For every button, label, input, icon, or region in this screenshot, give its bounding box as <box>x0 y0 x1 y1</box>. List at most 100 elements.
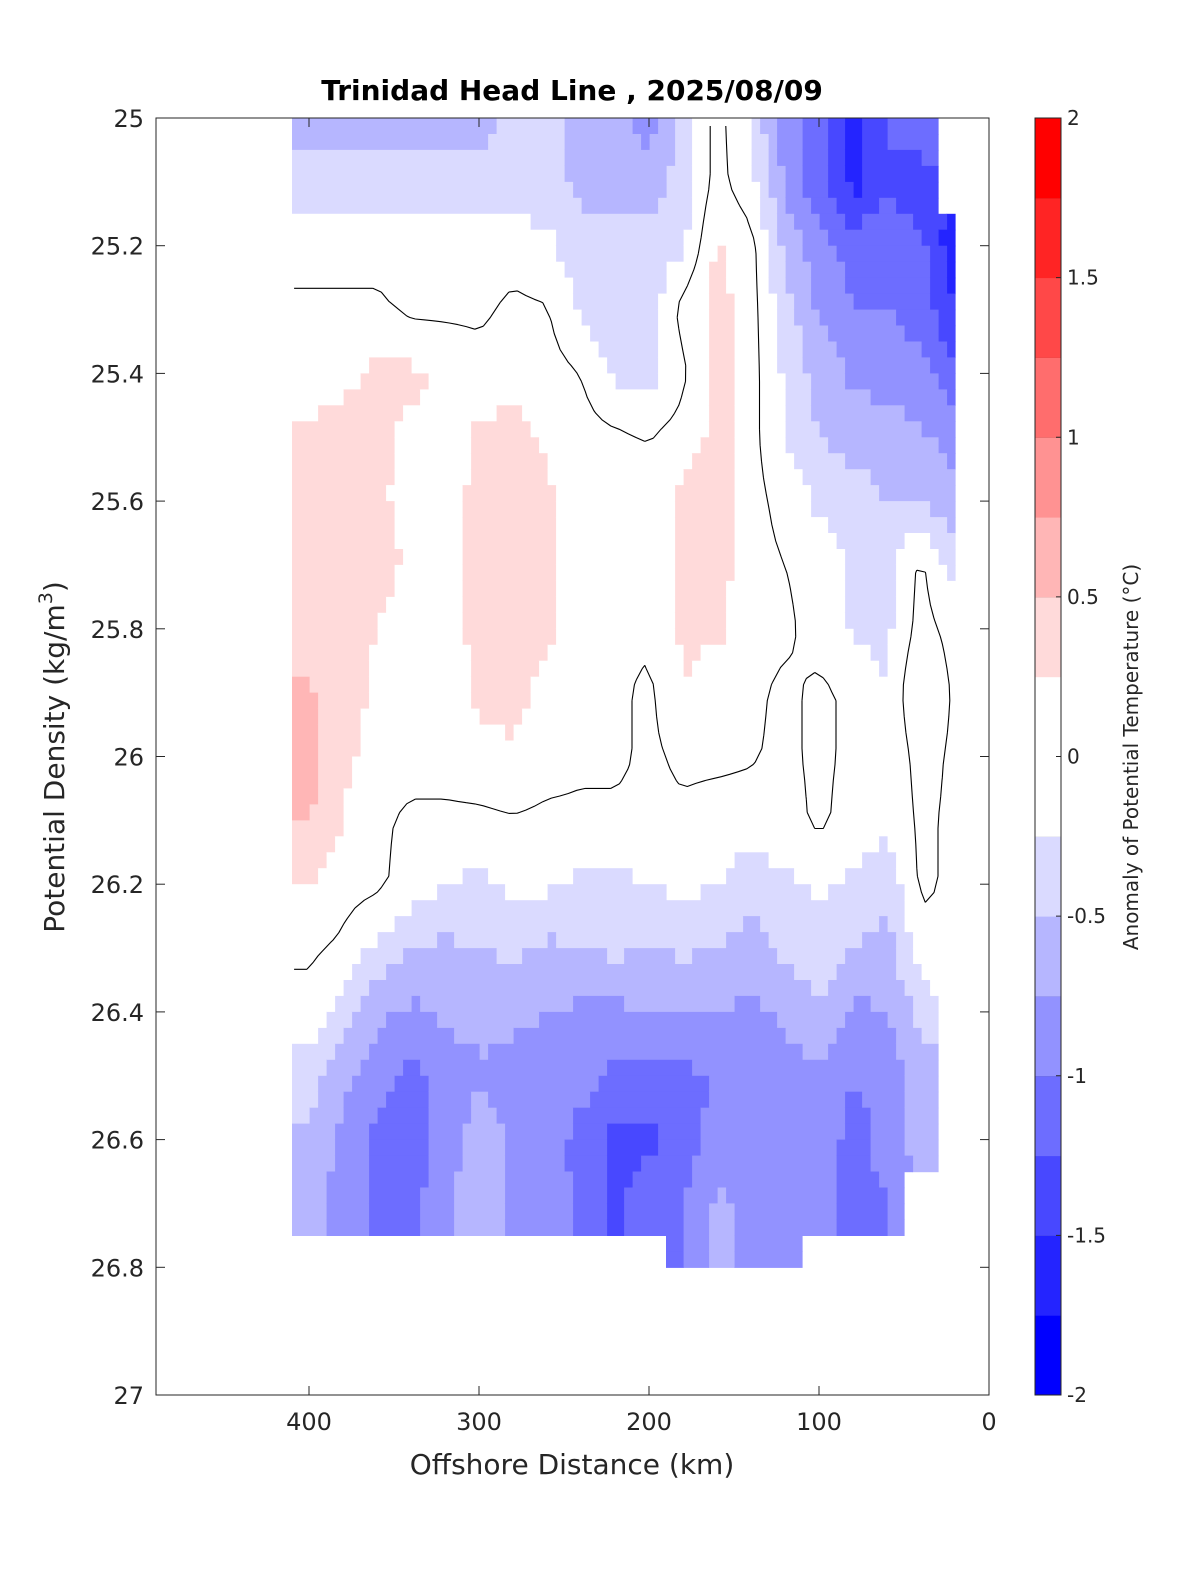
contour-cell <box>708 309 735 327</box>
contour-cell <box>470 692 531 710</box>
contour-cell <box>921 964 956 981</box>
contour-cell <box>691 1155 837 1173</box>
contour-cell <box>292 580 395 598</box>
chart-title: Trinidad Head Line , 2025/08/09 <box>321 74 823 107</box>
contour-cell <box>606 1203 625 1220</box>
contour-cell <box>419 389 591 406</box>
contour-cell <box>496 405 523 422</box>
contour-cell <box>836 1203 888 1220</box>
contour-cell <box>870 995 914 1013</box>
contour-cell <box>640 1155 693 1173</box>
contour-cell <box>343 980 370 997</box>
contour-cell <box>734 533 778 550</box>
contour-cell <box>555 325 591 343</box>
contour-cell <box>428 373 582 390</box>
contour-cell <box>785 165 803 183</box>
contour-cell <box>292 325 557 343</box>
contour-cell <box>530 676 633 694</box>
y-tick-label: 27 <box>113 1382 144 1410</box>
contour-cell <box>462 868 489 885</box>
contour-cell <box>343 1091 387 1109</box>
contour-cell <box>343 389 421 406</box>
contour-cell <box>708 118 727 135</box>
contour-cell <box>751 756 803 774</box>
y-tick-label: 25.8 <box>91 616 144 644</box>
contour-cell <box>411 995 421 1013</box>
contour-cell <box>912 995 939 1013</box>
contour-cell <box>683 389 710 406</box>
contour-cell <box>938 309 956 327</box>
contour-cell <box>895 309 939 327</box>
contour-cell <box>768 229 778 247</box>
contour-cell <box>479 1043 489 1061</box>
contour-cell <box>802 1043 829 1061</box>
contour-cell <box>844 261 931 279</box>
contour-cell <box>929 245 948 263</box>
colorbar-swatch <box>1035 995 1061 1077</box>
contour-cell <box>351 756 633 774</box>
contour-cell <box>776 948 846 965</box>
contour-cell <box>317 405 404 422</box>
y-tick-label: 26.6 <box>91 1127 144 1155</box>
contour-cell <box>929 501 956 518</box>
contour-cell <box>904 724 948 742</box>
contour-cell <box>904 916 956 933</box>
contour-cell <box>462 1139 506 1157</box>
contour-cell <box>700 1123 846 1141</box>
contour-cell <box>657 325 684 343</box>
contour-cell <box>912 852 939 869</box>
colorbar-tick-label: -1 <box>1067 1064 1087 1088</box>
contour-cell <box>802 740 837 758</box>
contour-cell <box>887 1203 905 1220</box>
contour-cell <box>598 341 659 359</box>
contour-cell <box>827 676 905 694</box>
contour-cell <box>564 118 633 135</box>
contour-cell <box>657 309 676 327</box>
contour-cell <box>504 884 548 901</box>
contour-cell <box>487 134 565 151</box>
contour-cell <box>929 580 956 598</box>
contour-cell <box>394 916 744 933</box>
contour-cell <box>929 293 956 311</box>
contour-cell <box>904 740 948 758</box>
contour-cell <box>691 277 710 295</box>
contour-cell <box>921 884 939 901</box>
contour-cell <box>683 373 710 390</box>
contour-cell <box>292 1187 327 1205</box>
contour-cell <box>708 1251 735 1268</box>
contour-cell <box>810 277 846 295</box>
contour-cell <box>759 469 803 486</box>
contour-cell <box>844 277 931 295</box>
contour-cell <box>351 772 625 790</box>
contour-cell <box>292 549 404 566</box>
contour-cell <box>844 1011 888 1029</box>
contour-cell <box>785 1027 837 1045</box>
contour-cell <box>691 118 710 135</box>
contour-cell <box>802 708 837 726</box>
contour-cell <box>657 676 769 694</box>
contour-cell <box>895 868 922 885</box>
contour-cell <box>827 118 846 135</box>
contour-cell <box>725 134 752 151</box>
contour-cell <box>904 644 948 662</box>
contour-cell <box>759 373 786 390</box>
contour-cell <box>938 852 956 869</box>
contour-cell <box>844 564 897 582</box>
contour-cell <box>895 1043 939 1061</box>
contour-cell <box>691 453 735 470</box>
contour-cell <box>317 692 370 710</box>
contour-cell <box>929 261 948 279</box>
contour-cell <box>802 149 829 167</box>
contour-cell <box>292 995 336 1013</box>
colorbar-swatch <box>1035 517 1061 598</box>
contour-cell <box>547 644 684 662</box>
colorbar-swatch <box>1035 357 1061 438</box>
contour-cell <box>360 724 506 742</box>
contour-cell <box>878 1171 905 1189</box>
colorbar-box <box>1034 117 1062 1396</box>
contour-cell <box>708 277 727 295</box>
contour-cell <box>853 293 931 311</box>
contour-cell <box>768 676 803 694</box>
contour-cell <box>895 197 939 215</box>
contour-cell <box>394 1075 429 1093</box>
